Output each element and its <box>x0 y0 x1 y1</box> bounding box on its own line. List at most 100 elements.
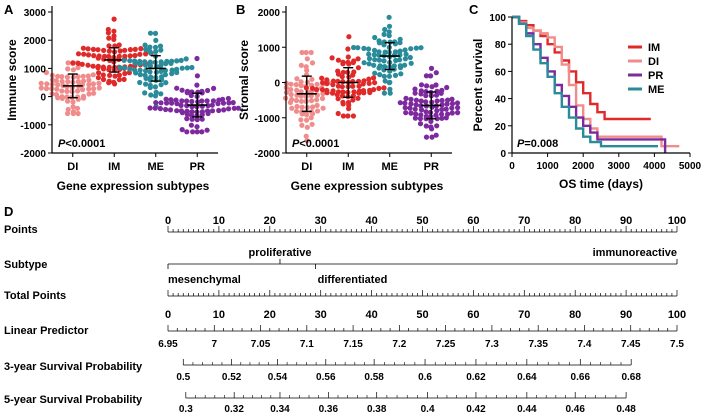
data-point-me <box>382 78 388 84</box>
panel-c-p-value: P=0.008 <box>517 138 558 150</box>
survival-curve-im <box>512 15 651 121</box>
data-point-me <box>397 63 403 69</box>
panel-b-p-text: <0.0001 <box>299 138 339 150</box>
data-point-pr <box>439 106 445 113</box>
data-point-di <box>308 49 314 56</box>
data-point-me <box>158 47 164 53</box>
data-point-pr <box>189 116 195 122</box>
data-point-im <box>320 80 326 86</box>
data-point-di <box>65 106 71 113</box>
data-point-im <box>351 89 357 95</box>
data-point-im <box>112 73 118 79</box>
data-point-me <box>386 73 392 79</box>
data-point-me <box>127 66 133 72</box>
data-point-me <box>143 68 149 74</box>
data-point-me <box>163 80 169 86</box>
data-point-di <box>299 104 305 110</box>
data-point-pr <box>412 106 418 112</box>
data-point-im <box>345 113 351 119</box>
data-point-pr <box>194 82 200 88</box>
data-point-pr <box>153 100 159 106</box>
nomogram-tick-label: 6.95 <box>158 339 178 350</box>
data-point-im <box>371 87 377 93</box>
data-point-di <box>298 79 304 85</box>
data-point-di <box>59 74 65 80</box>
data-point-di <box>320 105 326 111</box>
data-point-pr <box>184 98 190 104</box>
data-point-pr <box>428 118 434 124</box>
survival-3yr-tick-label: 0.64 <box>517 372 537 383</box>
data-point-pr <box>194 124 200 130</box>
data-point-pr <box>439 87 445 93</box>
data-point-di <box>298 93 304 99</box>
data-point-di <box>293 108 300 114</box>
panel-b-y-label: Stromal score <box>237 40 251 120</box>
survival-3yr-tick-label: 0.56 <box>316 372 336 383</box>
data-point-im <box>319 87 326 93</box>
panel-c-survival-plot: Percent survival OS time (days) P=0.008 … <box>471 13 702 191</box>
data-point-im <box>122 47 128 53</box>
data-point-me <box>121 65 128 71</box>
panel-a-y-label: Immune score <box>5 39 19 121</box>
data-point-di <box>304 124 310 130</box>
data-point-pr <box>226 106 232 112</box>
nomogram-tick-label: 90 <box>620 309 632 321</box>
data-point-pr <box>184 129 190 135</box>
data-point-di <box>288 81 294 87</box>
survival-5yr-tick-label: 0.38 <box>367 404 387 413</box>
data-point-me <box>386 14 392 20</box>
y-tick-label: 0 <box>40 93 46 104</box>
data-point-me <box>371 47 378 54</box>
data-point-pr <box>194 129 200 135</box>
y-tick-label: -1000 <box>20 121 46 132</box>
data-point-im <box>340 99 346 105</box>
data-point-im <box>116 42 122 48</box>
data-point-me <box>366 56 373 62</box>
survival-curve-di <box>512 15 680 148</box>
data-point-di <box>80 73 86 79</box>
data-point-pr <box>205 87 211 94</box>
data-point-pr <box>216 107 222 114</box>
data-point-pr <box>449 110 455 116</box>
data-point-di <box>70 67 76 73</box>
data-point-im <box>75 51 82 57</box>
data-point-me <box>148 92 154 98</box>
data-point-me <box>117 65 123 71</box>
data-point-di <box>59 78 65 85</box>
data-point-im <box>303 85 309 91</box>
data-point-me <box>392 39 398 45</box>
data-point-im <box>111 16 117 22</box>
data-point-me <box>392 49 399 55</box>
data-point-pr <box>158 100 164 106</box>
data-point-im <box>366 76 372 82</box>
data-point-me <box>137 58 143 64</box>
data-point-im <box>340 59 346 65</box>
panel-a-p-italic: P <box>58 138 66 150</box>
data-point-pr <box>439 111 445 117</box>
nomogram-tick-label: 50 <box>416 309 428 321</box>
data-point-di <box>294 76 300 82</box>
x-tick-label-di: DI <box>301 161 312 173</box>
data-point-me <box>376 38 382 44</box>
data-point-me <box>387 79 393 85</box>
data-point-pr <box>434 123 440 129</box>
panel-c-p-italic: P <box>517 138 525 150</box>
data-point-im <box>100 64 106 70</box>
data-point-pr <box>178 102 184 108</box>
survival-3yr-tick-label: 0.58 <box>364 372 384 383</box>
data-point-pr <box>184 108 190 114</box>
data-point-pr <box>444 84 450 91</box>
data-point-im <box>360 88 367 94</box>
data-point-pr <box>439 115 445 121</box>
data-point-im <box>372 80 378 86</box>
data-point-im <box>85 62 91 68</box>
data-point-pr <box>434 108 440 114</box>
data-point-me <box>143 46 149 53</box>
y-tick-label: 0 <box>500 149 506 160</box>
nomogram-tick-label: 7.2 <box>392 339 406 350</box>
x-tick-label-me: ME <box>382 161 399 173</box>
data-point-di <box>96 80 102 86</box>
data-point-im <box>350 97 356 103</box>
data-point-pr <box>418 107 425 113</box>
data-point-di <box>298 62 304 68</box>
